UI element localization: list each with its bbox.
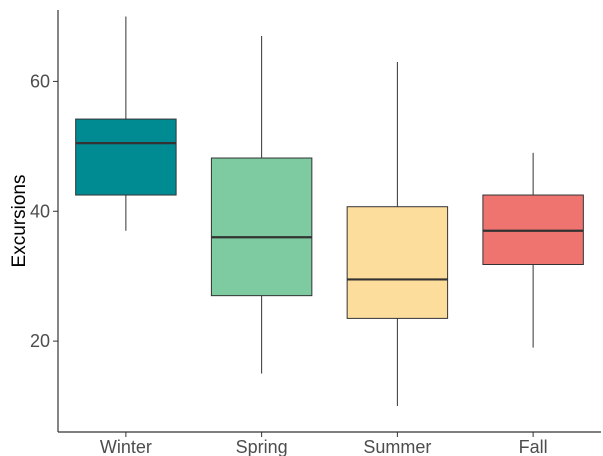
y-tick-label: 40 bbox=[30, 201, 50, 221]
y-axis-ticks: 20 40 60 bbox=[30, 71, 58, 351]
box-fall bbox=[482, 152, 584, 348]
x-tick-label: Winter bbox=[100, 437, 152, 456]
box-spring bbox=[210, 35, 313, 374]
box-iqr bbox=[346, 206, 449, 319]
x-tick-label: Fall bbox=[519, 437, 548, 456]
plot-marks bbox=[75, 16, 584, 407]
x-tick-label: Summer bbox=[363, 437, 431, 456]
x-axis-ticks: Winter Spring Summer Fall bbox=[100, 432, 548, 456]
box-iqr bbox=[210, 157, 313, 297]
y-tick-label: 60 bbox=[30, 71, 50, 91]
box-winter bbox=[75, 16, 177, 231]
box-iqr bbox=[75, 118, 177, 196]
box-summer bbox=[346, 61, 449, 407]
y-tick-label: 20 bbox=[30, 331, 50, 351]
y-axis-title: Excursions bbox=[9, 175, 30, 268]
x-tick-label: Spring bbox=[236, 437, 288, 456]
